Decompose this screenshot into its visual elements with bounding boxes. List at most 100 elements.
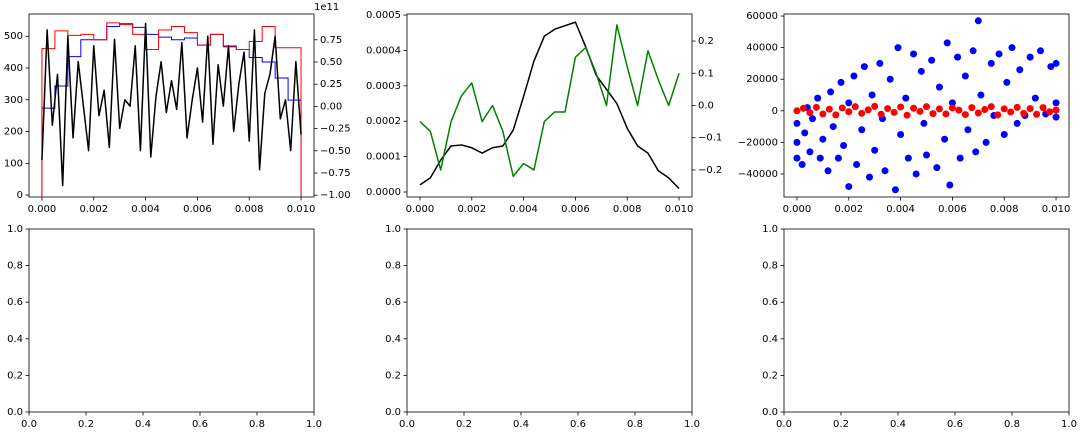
plot-area bbox=[419, 21, 680, 189]
y-tick-label: 0.6 bbox=[385, 297, 401, 308]
scatter-point bbox=[943, 39, 951, 47]
scatter-point bbox=[860, 63, 868, 71]
line bbox=[419, 21, 680, 189]
scatter-point bbox=[812, 103, 820, 111]
x-tick-label: 1.0 bbox=[684, 419, 700, 430]
y2-tick-label: −0.75 bbox=[320, 168, 351, 179]
scatter-point bbox=[972, 148, 980, 156]
x-tick-label: 0.6 bbox=[570, 419, 586, 430]
scatter-point bbox=[928, 56, 936, 64]
scatter-point bbox=[871, 102, 879, 110]
x-tick-label: 0.2 bbox=[833, 419, 849, 430]
scatter-point bbox=[806, 109, 814, 117]
x-tick-label: 0.000 bbox=[406, 204, 435, 215]
scatter-point bbox=[956, 154, 964, 162]
y-tick-label: 0 bbox=[17, 190, 23, 201]
scatter-point bbox=[904, 154, 912, 162]
scatter-point bbox=[827, 88, 835, 96]
scatter-point bbox=[902, 94, 910, 102]
scatter-point bbox=[994, 111, 1002, 119]
scatter-point bbox=[824, 167, 832, 175]
scatter-point bbox=[954, 53, 962, 61]
x-tick-label: 0.004 bbox=[886, 204, 915, 215]
scatter-point bbox=[801, 129, 809, 137]
scatter-point bbox=[1039, 104, 1047, 112]
scatter-point bbox=[837, 78, 845, 86]
y2-tick-label: 0.75 bbox=[320, 35, 342, 46]
scatter-point bbox=[935, 83, 943, 91]
scatter-point bbox=[853, 160, 861, 168]
scatter-point bbox=[891, 186, 899, 194]
x-tick-label: 0.0 bbox=[776, 419, 792, 430]
scatter-point bbox=[845, 99, 853, 107]
scatter-point bbox=[1020, 109, 1028, 117]
x-tick-label: 0.6 bbox=[947, 419, 963, 430]
x-tick-label: 0.8 bbox=[249, 419, 265, 430]
scatter-point bbox=[897, 103, 905, 111]
y-tick-label: 0.6 bbox=[762, 297, 778, 308]
scatter-point bbox=[1052, 106, 1060, 114]
y-tick-label: 300 bbox=[4, 95, 23, 106]
scatter-point bbox=[995, 50, 1003, 58]
scatter-point bbox=[1026, 53, 1034, 61]
scatter-point bbox=[829, 123, 837, 131]
axes-frame bbox=[783, 13, 1070, 198]
y-tick-label: 1.0 bbox=[7, 224, 23, 235]
line bbox=[41, 22, 302, 187]
x-tick-label: 0.6 bbox=[192, 419, 208, 430]
scatter-point bbox=[987, 59, 995, 67]
y-tick-label: 200 bbox=[4, 127, 23, 138]
x-tick-label: 0.0 bbox=[399, 419, 415, 430]
scatter-point bbox=[793, 107, 801, 115]
y-tick-label: 0.2 bbox=[762, 370, 778, 381]
step-histogram bbox=[41, 23, 302, 197]
x-tick-label: 0.006 bbox=[183, 204, 212, 215]
y-tick-label: 0.8 bbox=[762, 261, 778, 272]
scatter-point bbox=[910, 104, 918, 112]
scatter-point bbox=[850, 72, 858, 80]
x-tick-label: 0.8 bbox=[627, 419, 643, 430]
subplot: 0.000 0.002 0.004 0.006 0.008 0.0100.00000.00… bbox=[366, 10, 722, 215]
y-tick-label: 0.6 bbox=[7, 297, 23, 308]
y2-tick-label: 0.25 bbox=[320, 79, 342, 90]
x-tick-label: 0.4 bbox=[513, 419, 529, 430]
scatter-point bbox=[961, 111, 969, 119]
scatter-point bbox=[910, 50, 918, 58]
axes-frame bbox=[28, 13, 315, 198]
x-tick-label: 1.0 bbox=[1061, 419, 1077, 430]
scatter-point bbox=[923, 103, 930, 111]
y-tick-label: 500 bbox=[4, 31, 23, 42]
y2-tick-label: 0.2 bbox=[698, 36, 714, 47]
x-tick-label: 0.4 bbox=[135, 419, 151, 430]
x-tick-label: 0.004 bbox=[509, 204, 538, 215]
x-tick-label: 0.004 bbox=[131, 204, 160, 215]
y2-tick-label: 0.50 bbox=[320, 57, 342, 68]
scatter-point bbox=[806, 148, 814, 156]
y-tick-label: 0.2 bbox=[385, 370, 401, 381]
scatter-point bbox=[955, 106, 963, 114]
x-tick-label: 0.006 bbox=[938, 204, 967, 215]
y2-tick-label: −0.25 bbox=[320, 124, 351, 135]
y-tick-label: 0.0003 bbox=[366, 81, 401, 92]
scatter-point bbox=[819, 110, 827, 118]
y2-tick-label: −0.50 bbox=[320, 146, 351, 157]
scatter-point bbox=[964, 126, 972, 134]
y-tick-label: 0.0 bbox=[762, 407, 778, 418]
x-tick-label: 0.000 bbox=[28, 204, 57, 215]
scatter-point bbox=[982, 138, 990, 146]
y-tick-label: 0 bbox=[772, 106, 778, 117]
x-tick-label: 0.002 bbox=[834, 204, 863, 215]
scatter-point bbox=[1003, 78, 1011, 86]
y-tick-label: 0.2 bbox=[7, 370, 23, 381]
scatter-point bbox=[1033, 110, 1041, 118]
scatter-point bbox=[1013, 119, 1021, 127]
line bbox=[419, 24, 680, 178]
scatter-point bbox=[941, 135, 949, 143]
axes-frame bbox=[406, 228, 693, 413]
y-tick-label: 100 bbox=[4, 158, 23, 169]
scatter-point bbox=[1007, 108, 1015, 116]
y2-tick-label: 0.0 bbox=[698, 101, 714, 112]
scatter-point bbox=[840, 142, 848, 150]
y-tick-label: 60000 bbox=[746, 11, 778, 22]
